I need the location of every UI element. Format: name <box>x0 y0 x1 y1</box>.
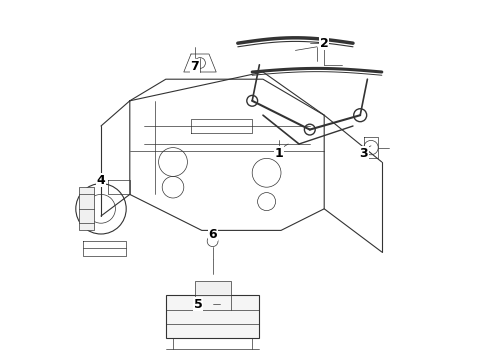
Text: 3: 3 <box>360 147 368 159</box>
Text: 7: 7 <box>190 60 199 73</box>
Text: 2: 2 <box>320 37 329 50</box>
Circle shape <box>354 109 367 122</box>
Text: 6: 6 <box>208 228 217 240</box>
Polygon shape <box>195 281 231 295</box>
Polygon shape <box>166 295 259 338</box>
Polygon shape <box>79 187 94 230</box>
Text: 4: 4 <box>97 174 105 186</box>
Text: 5: 5 <box>194 298 202 311</box>
Circle shape <box>247 95 258 106</box>
Text: 1: 1 <box>275 147 284 159</box>
Circle shape <box>304 124 315 135</box>
